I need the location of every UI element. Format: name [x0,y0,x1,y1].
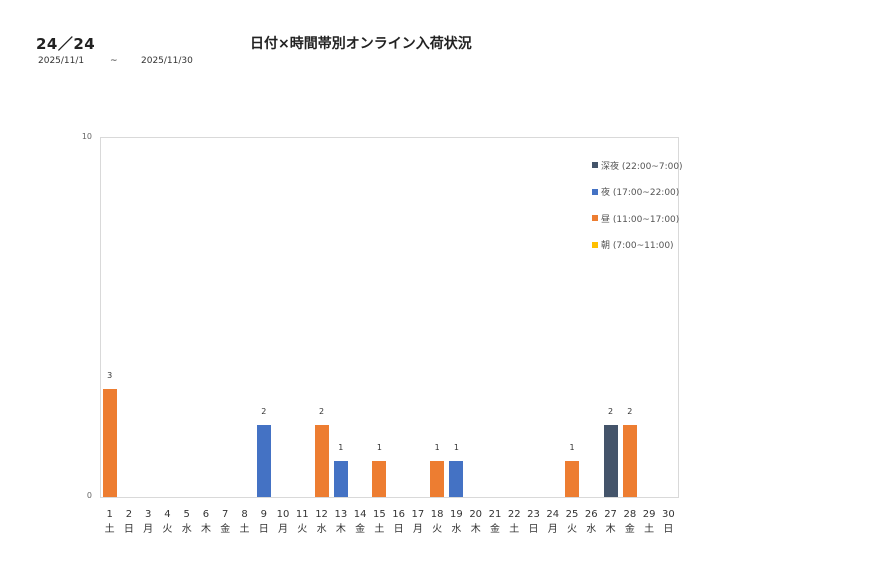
x-tick-label: 26 水 [584,509,598,535]
data-label: 3 [107,371,113,380]
legend-item: 深夜 (22:00~7:00) [592,152,683,179]
bar-segment [372,461,387,497]
data-label: 2 [319,407,325,416]
x-tick-label: 16 日 [392,509,405,535]
legend-label: 朝 (7:00~11:00) [601,241,674,252]
bar-segment [622,425,637,497]
legend: 深夜 (22:00~7:00) 夜 (17:00~22:00) 昼 (11:00~1… [592,152,683,258]
x-tick-label: 13 木 [334,509,348,535]
data-label: 1 [434,443,440,452]
x-tick-label: 17 月 [411,509,425,535]
x-tick-label: 19 水 [450,509,463,535]
x-tick-label: 25 火 [565,509,579,535]
x-tick-label: 15 土 [372,509,386,535]
x-tick-label: 20 木 [469,509,483,535]
x-tick-label: 18 火 [430,509,444,535]
data-label: 2 [261,407,267,416]
x-tick-label: 14 金 [353,509,367,535]
data-label: 1 [376,443,382,452]
x-tick-label: 28 金 [623,509,637,535]
date-to: 2025/11/30 [141,56,193,66]
bar-segment [102,389,117,497]
bar-segment [603,425,618,497]
plot-area [100,137,679,498]
legend-swatch-icon [592,241,598,248]
x-tick-label: 21 金 [488,509,502,535]
data-label: 2 [627,407,633,416]
legend-item: 朝 (7:00~11:00) [592,232,683,259]
x-tick-label: 24 月 [546,509,560,535]
x-tick-label: 22 土 [507,509,521,535]
legend-item: 昼 (11:00~17:00) [592,205,683,232]
y-tick-min: 0 [86,491,92,500]
legend-label: 昼 (11:00~17:00) [601,214,680,225]
legend-item: 夜 (17:00~22:00) [592,179,683,206]
x-tick-label: 23 日 [527,509,540,535]
x-tick-label: 12 水 [315,509,328,535]
legend-swatch-icon [592,188,598,195]
bar-segment [314,425,329,497]
x-tick-label: 27 木 [604,509,617,535]
chart-title: 日付×時間帯別オンライン入荷状況 [250,36,472,52]
bar-segment [430,461,445,497]
data-label: 1 [338,443,344,452]
date-from: 2025/11/1 [38,56,85,66]
bar-segment [256,425,271,497]
x-tick-label: 11 火 [295,509,309,535]
bar-segment [449,461,464,497]
bar-segment [565,461,580,497]
x-tick-label: 10 月 [276,509,290,535]
legend-swatch-icon [592,215,598,222]
legend-label: 夜 (17:00~22:00) [601,188,680,199]
data-label: 1 [569,443,575,452]
y-tick-max: 10 [81,132,92,141]
bar-segment [333,461,348,497]
data-label: 1 [453,443,459,452]
page-indicator: 24／24 [36,35,96,53]
x-tick-label: 30 日 [661,509,675,535]
x-tick-label: 29 土 [642,509,656,535]
legend-label: 深夜 (22:00~7:00) [601,161,683,172]
data-label: 2 [608,407,614,416]
legend-swatch-icon [592,162,598,169]
date-separator: ~ [110,56,118,66]
